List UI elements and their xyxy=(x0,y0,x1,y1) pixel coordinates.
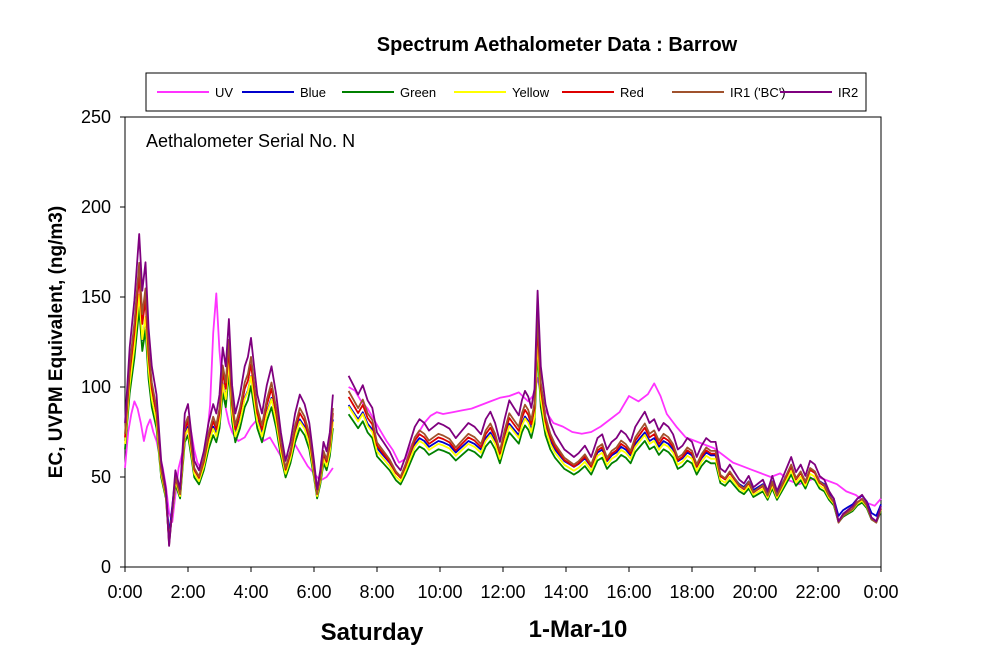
y-tick-label: 150 xyxy=(81,287,111,307)
legend-label: Red xyxy=(620,85,644,100)
x-tick-label: 12:00 xyxy=(480,582,525,602)
x-tick-label: 0:00 xyxy=(107,582,142,602)
x-tick-label: 8:00 xyxy=(359,582,394,602)
x-tick-label: 6:00 xyxy=(296,582,331,602)
y-tick-label: 50 xyxy=(91,467,111,487)
date-label: 1-Mar-10 xyxy=(529,616,628,643)
annotation-serial: Aethalometer Serial No. N xyxy=(146,131,355,151)
x-tick-label: 10:00 xyxy=(417,582,462,602)
x-tick-label: 18:00 xyxy=(669,582,714,602)
y-axis-label: EC, UVPM Equivalent, (ng/m3) xyxy=(46,206,67,478)
legend-label: IR2 xyxy=(838,85,858,100)
legend-label: UV xyxy=(215,85,233,100)
legend-label: Yellow xyxy=(512,85,550,100)
series-group xyxy=(124,233,882,547)
day-label: Saturday xyxy=(321,619,424,646)
x-tick-label: 0:00 xyxy=(863,582,898,602)
chart-title: Spectrum Aethalometer Data : Barrow xyxy=(377,34,738,56)
y-tick-label: 100 xyxy=(81,377,111,397)
legend-label: Green xyxy=(400,85,436,100)
y-tick-label: 200 xyxy=(81,197,111,217)
y-tick-label: 0 xyxy=(101,557,111,577)
y-tick-label: 250 xyxy=(81,107,111,127)
series-line-ir2 xyxy=(124,233,882,547)
x-tick-label: 2:00 xyxy=(170,582,205,602)
legend-label: Blue xyxy=(300,85,326,100)
x-tick-label: 4:00 xyxy=(233,582,268,602)
legend: UV Blue Green Yellow Red IR1 ('BC') IR2 xyxy=(145,72,867,112)
x-tick-label: 22:00 xyxy=(795,582,840,602)
x-tick-label: 20:00 xyxy=(732,582,777,602)
axes: 0 50 100 150 200 250 0:00 2:00 4:00 6:00 8:00 10:00… xyxy=(81,107,899,602)
x-tick-label: 16:00 xyxy=(606,582,651,602)
x-tick-label: 14:00 xyxy=(543,582,588,602)
legend-label: IR1 ('BC') xyxy=(730,85,786,100)
